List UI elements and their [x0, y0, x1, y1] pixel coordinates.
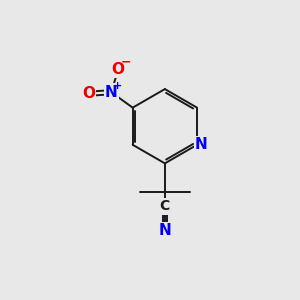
Text: C: C [160, 200, 170, 214]
Text: −: − [121, 56, 131, 68]
Text: +: + [112, 81, 122, 91]
Text: O: O [111, 62, 124, 77]
Text: N: N [195, 137, 208, 152]
Text: N: N [158, 223, 171, 238]
Text: N: N [105, 85, 118, 100]
Text: O: O [82, 86, 95, 101]
